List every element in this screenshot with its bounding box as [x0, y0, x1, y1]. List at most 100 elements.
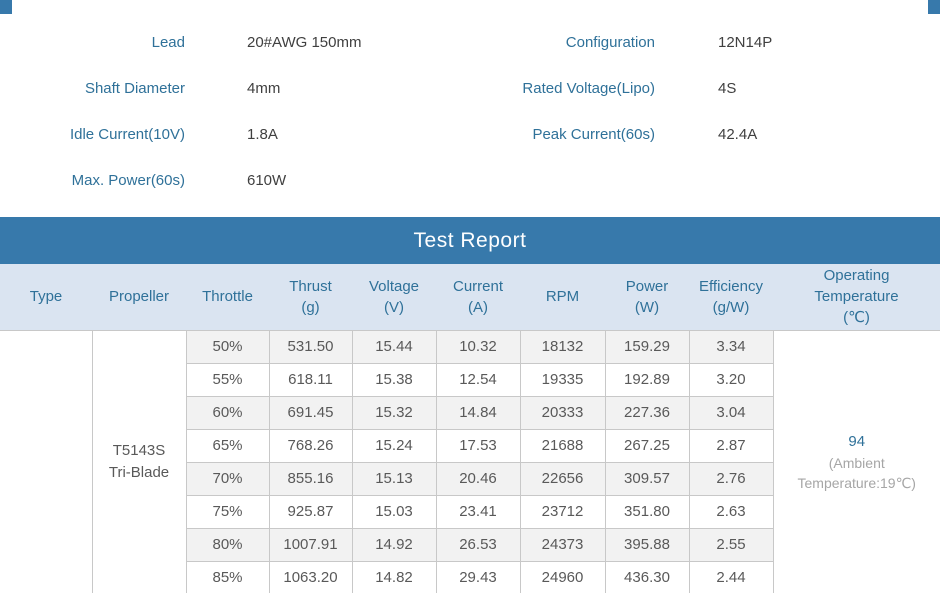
spec-row: Shaft Diameter 4mm Rated Voltage(Lipo) 4… [0, 65, 940, 111]
spec-value-max-power: 610W [247, 171, 287, 189]
spec-value-rated-voltage: 4S [718, 79, 737, 97]
rpm-cell: 23712 [519, 494, 606, 529]
voltage-cell: 15.44 [351, 329, 437, 364]
col-header-efficiency: Efficiency (g/W) [689, 264, 773, 330]
current-cell: 26.53 [435, 527, 521, 562]
table-row: 75% 925.87 15.03 23.41 23712 351.80 2.63 [0, 494, 940, 529]
voltage-cell: 14.82 [351, 560, 437, 593]
efficiency-cell: 2.44 [688, 560, 774, 593]
col-header-rpm: RPM [520, 264, 605, 330]
col-header-throttle: Throttle [186, 264, 269, 330]
current-cell: 23.41 [435, 494, 521, 529]
throttle-cell: 80% [186, 527, 270, 562]
efficiency-cell: 2.87 [688, 428, 774, 463]
rpm-cell: 19335 [519, 362, 606, 397]
voltage-cell: 15.32 [351, 395, 437, 430]
power-cell: 436.30 [604, 560, 690, 593]
power-cell: 227.36 [604, 395, 690, 430]
efficiency-cell: 3.34 [688, 329, 774, 364]
spec-value-idle-current: 1.8A [247, 125, 278, 143]
spec-row: Idle Current(10V) 1.8A Peak Current(60s)… [0, 111, 940, 157]
table-row: 60% 691.45 15.32 14.84 20333 227.36 3.04 [0, 395, 940, 430]
spec-label-idle-current: Idle Current(10V) [69, 125, 185, 143]
spec-label-lead: Lead [151, 33, 185, 51]
rpm-cell: 22656 [519, 461, 606, 496]
thrust-cell: 768.26 [268, 428, 353, 463]
thrust-cell: 1063.20 [268, 560, 353, 593]
power-cell: 351.80 [604, 494, 690, 529]
col-header-thrust: Thrust (g) [269, 264, 352, 330]
throttle-cell: 75% [186, 494, 270, 529]
table-row: 80% 1007.91 14.92 26.53 24373 395.88 2.5… [0, 527, 940, 562]
col-header-propeller: Propeller [92, 264, 186, 330]
thrust-cell: 855.16 [268, 461, 353, 496]
power-cell: 192.89 [604, 362, 690, 397]
throttle-cell: 70% [186, 461, 270, 496]
spec-label-max-power: Max. Power(60s) [71, 171, 185, 189]
table-row: T5143S Tri-Blade 50% 531.50 15.44 10.32 … [0, 329, 940, 593]
power-cell: 395.88 [604, 527, 690, 562]
table-row: 70% 855.16 15.13 20.46 22656 309.57 2.76 [0, 461, 940, 496]
spec-label-configuration: Configuration [565, 33, 655, 51]
spec-label-shaft-diameter: Shaft Diameter [84, 79, 185, 97]
col-header-type: Type [0, 264, 92, 330]
throttle-cell: 65% [186, 428, 270, 463]
header-row: Type Propeller Throttle Thrust (g) Volta… [0, 264, 940, 330]
test-report-title: Test Report [413, 228, 527, 252]
operating-temperature-cell: 94 (Ambient Temperature:19℃) [772, 329, 940, 593]
ambient-temp-note: (Ambient Temperature:19℃) [797, 455, 916, 491]
throttle-cell: 85% [186, 560, 270, 593]
col-header-power: Power (W) [605, 264, 689, 330]
table-edge-mark-right [928, 0, 940, 14]
col-header-voltage: Voltage (V) [352, 264, 436, 330]
current-cell: 10.32 [435, 329, 521, 364]
voltage-cell: 14.92 [351, 527, 437, 562]
throttle-cell: 60% [186, 395, 270, 430]
thrust-cell: 618.11 [268, 362, 353, 397]
col-header-current: Current (A) [436, 264, 520, 330]
current-cell: 12.54 [435, 362, 521, 397]
efficiency-cell: 2.63 [688, 494, 774, 529]
efficiency-cell: 2.76 [688, 461, 774, 496]
table-edge-mark-left [0, 0, 12, 14]
rpm-cell: 18132 [519, 329, 606, 364]
table-row: 85% 1063.20 14.82 29.43 24960 436.30 2.4… [0, 560, 940, 593]
voltage-cell: 15.03 [351, 494, 437, 529]
current-cell: 14.84 [435, 395, 521, 430]
current-cell: 20.46 [435, 461, 521, 496]
thrust-cell: 1007.91 [268, 527, 353, 562]
thrust-cell: 925.87 [268, 494, 353, 529]
power-cell: 309.57 [604, 461, 690, 496]
spec-row: Lead 20#AWG 150mm Configuration 12N14P [0, 19, 940, 65]
throttle-cell: 55% [186, 362, 270, 397]
spec-value-lead: 20#AWG 150mm [247, 33, 362, 51]
voltage-cell: 15.24 [351, 428, 437, 463]
voltage-cell: 15.13 [351, 461, 437, 496]
thrust-cell: 691.45 [268, 395, 353, 430]
spec-value-shaft-diameter: 4mm [247, 79, 281, 97]
voltage-cell: 15.38 [351, 362, 437, 397]
test-report-table: Type Propeller Throttle Thrust (g) Volta… [0, 264, 940, 593]
ambient-temp-value: 94 [848, 433, 866, 450]
current-cell: 29.43 [435, 560, 521, 593]
spec-label-peak-current: Peak Current(60s) [532, 125, 655, 143]
spec-value-peak-current: 42.4A [718, 125, 758, 143]
rpm-cell: 24960 [519, 560, 606, 593]
spec-row: Max. Power(60s) 610W [0, 157, 940, 203]
spec-section: Lead 20#AWG 150mm Configuration 12N14P S… [0, 0, 940, 217]
col-header-operating-temperature: Operating Temperature (℃) [773, 264, 940, 330]
current-cell: 17.53 [435, 428, 521, 463]
spec-label-rated-voltage: Rated Voltage(Lipo) [522, 79, 655, 97]
efficiency-cell: 2.55 [688, 527, 774, 562]
power-cell: 159.29 [604, 329, 690, 364]
efficiency-cell: 3.20 [688, 362, 774, 397]
spec-value-configuration: 12N14P [718, 33, 773, 51]
test-report-banner: Test Report [0, 217, 940, 264]
type-cell [0, 329, 93, 593]
power-cell: 267.25 [604, 428, 690, 463]
rpm-cell: 20333 [519, 395, 606, 430]
efficiency-cell: 3.04 [688, 395, 774, 430]
thrust-cell: 531.50 [268, 329, 353, 364]
throttle-cell: 50% [185, 329, 270, 364]
